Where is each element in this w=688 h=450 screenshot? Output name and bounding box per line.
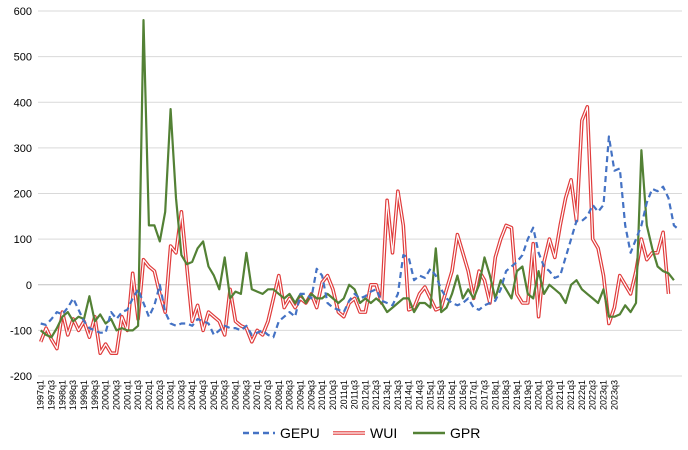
x-tick-label: 2019q1 — [512, 380, 522, 410]
x-tick-label: 2021q3 — [566, 380, 576, 410]
series-line-wui-inner — [40, 106, 670, 354]
x-tick-label: 1998q1 — [57, 380, 67, 410]
x-tick-label: 2023q1 — [599, 380, 609, 410]
x-tick-label: 2022q1 — [577, 380, 587, 410]
x-tick-label: 1999q3 — [90, 380, 100, 410]
legend-item-gpr: GPR — [413, 425, 480, 441]
legend-item-gepu: GEPU — [243, 425, 320, 441]
x-tick-label: 2006q3 — [241, 380, 251, 410]
x-tick-label: 2001q1 — [122, 380, 132, 410]
x-tick-label: 2014q1 — [404, 380, 414, 410]
y-tick-label: 200 — [14, 189, 32, 201]
legend-label: GPR — [450, 425, 480, 441]
x-tick-label: 2003q1 — [166, 380, 176, 410]
x-axis-ticks: 1997q1 1997q3 1998q1 1998q3 1999q1 1999q3 2000… — [36, 380, 620, 410]
x-tick-label: 2018q1 — [490, 380, 500, 410]
x-tick-label: 2010q1 — [317, 380, 327, 410]
x-tick-label: 2021q1 — [555, 380, 565, 410]
x-tick-label: 2020q1 — [534, 380, 544, 410]
x-tick-label: 2018q3 — [501, 380, 511, 410]
x-tick-label: 2001q3 — [133, 380, 143, 410]
x-tick-label: 2012q1 — [360, 380, 370, 410]
legend-label: WUI — [370, 425, 397, 441]
grid — [38, 10, 682, 377]
x-tick-label: 2015q1 — [425, 380, 435, 410]
x-tick-label: 2000q3 — [111, 380, 121, 410]
y-tick-label: 100 — [14, 234, 32, 246]
x-tick-label: 2017q1 — [469, 380, 479, 410]
x-tick-label: 2006q1 — [231, 380, 241, 410]
x-tick-label: 2002q1 — [144, 380, 154, 410]
y-tick-label: -200 — [10, 371, 32, 383]
x-tick-label: 1998q3 — [68, 380, 78, 410]
x-tick-label: 2016q3 — [458, 380, 468, 410]
y-tick-label: 0 — [26, 280, 32, 292]
y-tick-label: -100 — [10, 325, 32, 337]
x-tick-label: 2007q3 — [263, 380, 273, 410]
x-tick-label: 2016q1 — [447, 380, 457, 410]
x-tick-label: 2020q3 — [544, 380, 554, 410]
y-axis-ticks: -200 -100 0 100 200 300 400 500 600 — [10, 6, 32, 383]
x-tick-label: 1999q1 — [79, 380, 89, 410]
x-tick-label: 1997q1 — [36, 380, 46, 410]
x-tick-label: 2003q3 — [176, 380, 186, 410]
legend: GEPU WUI GPR — [243, 425, 480, 441]
legend-item-wui: WUI — [333, 425, 397, 441]
x-tick-label: 2005q3 — [220, 380, 230, 410]
x-tick-label: 2007q1 — [252, 380, 262, 410]
x-tick-label: 2004q1 — [187, 380, 197, 410]
x-tick-label: 2014q3 — [415, 380, 425, 410]
x-tick-label: 2000q1 — [101, 380, 111, 410]
y-tick-label: 500 — [14, 52, 32, 64]
x-tick-label: 2022q3 — [588, 380, 598, 410]
x-tick-label: 2009q3 — [306, 380, 316, 410]
x-tick-label: 2002q3 — [155, 380, 165, 410]
y-tick-label: 300 — [14, 143, 32, 155]
x-tick-label: 2008q1 — [274, 380, 284, 410]
x-tick-label: 2023q3 — [609, 380, 619, 410]
x-tick-label: 2011q1 — [339, 380, 349, 409]
x-tick-label: 1997q3 — [47, 380, 57, 410]
x-tick-label: 2010q3 — [328, 380, 338, 410]
y-tick-label: 400 — [14, 97, 32, 109]
plot-area — [39, 19, 681, 356]
x-tick-label: 2009q1 — [295, 380, 305, 410]
x-tick-label: 2017q3 — [479, 380, 489, 410]
x-tick-label: 2013q1 — [382, 380, 392, 410]
series-line-gepu — [40, 135, 681, 339]
x-tick-label: 2004q3 — [198, 380, 208, 410]
x-tick-label: 2019q3 — [523, 380, 533, 410]
x-tick-label: 2013q3 — [393, 380, 403, 410]
y-tick-label: 600 — [14, 6, 32, 18]
x-tick-label: 2005q1 — [209, 380, 219, 410]
x-tick-label: 2015q3 — [436, 380, 446, 410]
x-tick-label: 2012q3 — [371, 380, 381, 410]
legend-label: GEPU — [280, 425, 320, 441]
x-tick-label: 2011q3 — [350, 380, 360, 409]
x-tick-label: 2008q3 — [285, 380, 295, 410]
